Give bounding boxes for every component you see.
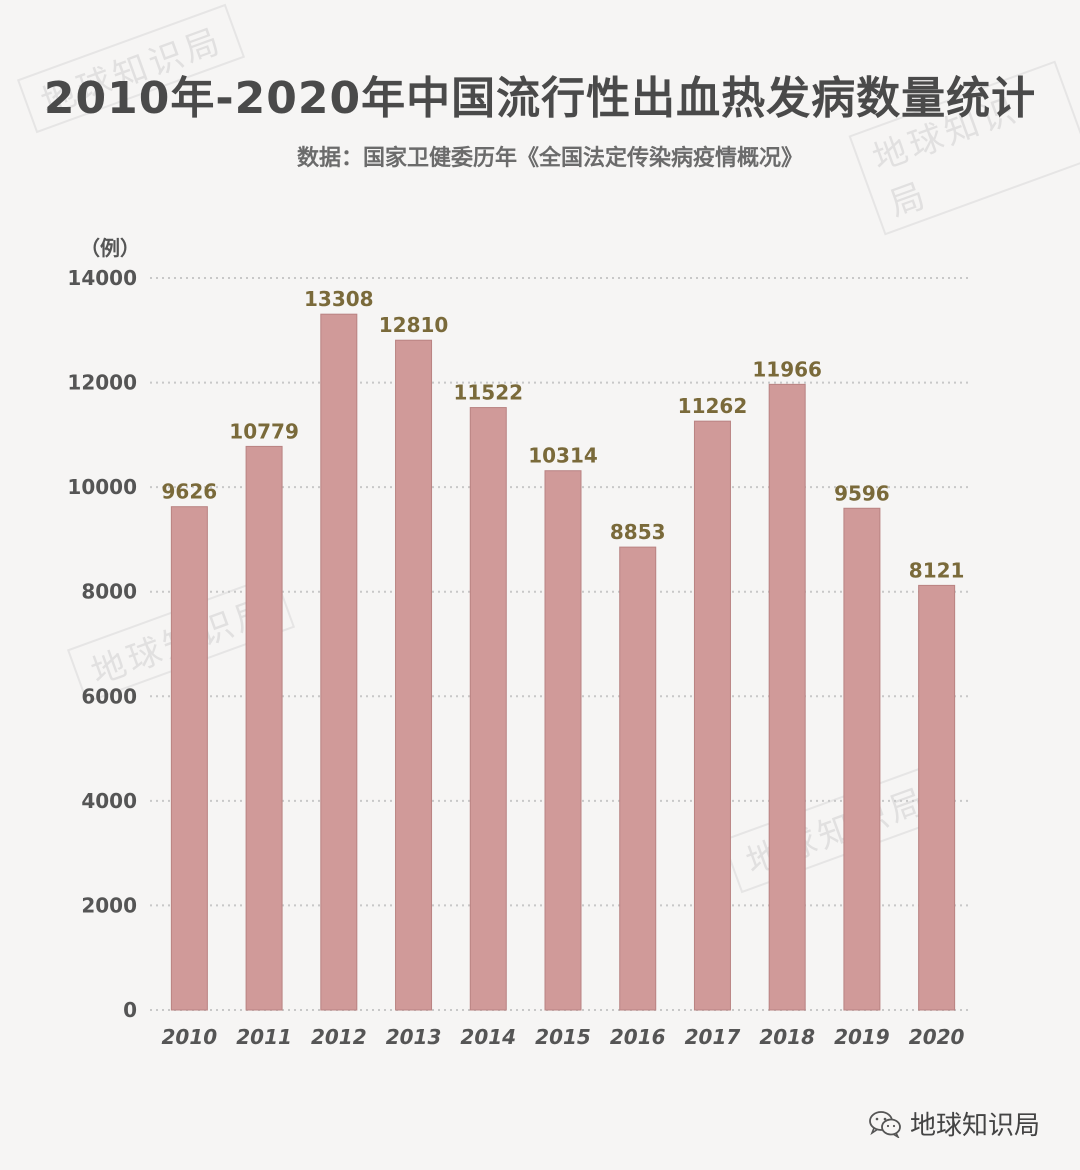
footer-brand: 地球知识局 (868, 1105, 1040, 1142)
chart-subtitle: 数据：国家卫健委历年《全国法定传染病疫情概况》 (296, 146, 803, 171)
bar (320, 313, 358, 1011)
bar (619, 546, 657, 1011)
y-axis-unit-label: （例） (80, 236, 140, 260)
data-label: 11262 (678, 394, 748, 418)
chart-title: 2010年-2020年中国流行性出血热发病数量统计 (43, 73, 1037, 124)
data-label: 12810 (379, 313, 449, 337)
footer-brand-text: 地球知识局 (910, 1111, 1041, 1141)
y-tick-label: 8000 (81, 580, 137, 604)
y-tick-label: 0 (123, 998, 137, 1022)
y-tick-label: 14000 (67, 266, 137, 290)
x-tick-label: 2019 (834, 1025, 890, 1049)
y-tick-label: 2000 (81, 893, 137, 917)
data-label: 8853 (610, 520, 666, 544)
y-tick-label: 10000 (67, 475, 137, 499)
x-tick-label: 2010 (162, 1025, 218, 1049)
data-label: 11966 (752, 357, 822, 381)
bar (544, 470, 582, 1011)
bar (170, 506, 208, 1011)
wechat-icon (869, 1110, 901, 1138)
x-tick-label: 2017 (685, 1025, 741, 1049)
data-label: 11522 (453, 381, 523, 405)
bar (693, 420, 731, 1011)
y-tick-label: 6000 (81, 684, 137, 708)
data-label: 13308 (304, 287, 374, 311)
x-tick-label: 2016 (610, 1025, 666, 1049)
y-tick-label: 4000 (81, 789, 137, 813)
x-tick-label: 2015 (535, 1025, 591, 1049)
x-tick-label: 2011 (236, 1025, 292, 1049)
bar (469, 407, 507, 1011)
bar (395, 339, 433, 1011)
bar (843, 507, 881, 1011)
bar (918, 584, 956, 1011)
data-label: 8121 (909, 558, 965, 582)
x-tick-label: 2012 (311, 1025, 367, 1049)
x-tick-label: 2013 (386, 1025, 442, 1049)
y-tick-label: 12000 (67, 371, 137, 395)
x-tick-label: 2014 (460, 1025, 516, 1049)
data-label: 9626 (162, 480, 218, 504)
x-tick-label: 2020 (909, 1025, 965, 1049)
x-tick-label: 2018 (759, 1025, 815, 1049)
data-label: 10314 (528, 444, 598, 468)
data-label: 10779 (229, 419, 299, 443)
data-label: 9596 (834, 481, 890, 505)
bar (768, 383, 806, 1011)
bar (245, 445, 283, 1011)
